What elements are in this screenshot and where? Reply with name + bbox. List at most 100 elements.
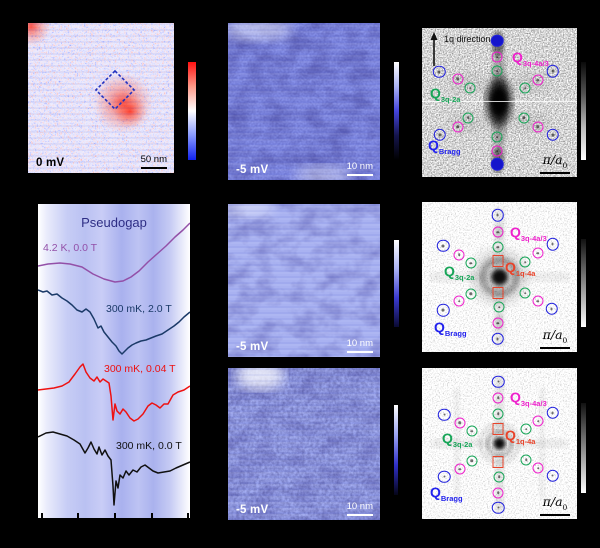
q-marker-blue-ring: [491, 208, 504, 222]
q-marker-green-ring: [492, 241, 504, 253]
q-marker-magenta-ring: [453, 249, 465, 261]
bias-label-b: -5 mV: [236, 164, 269, 176]
up-arrow-icon: [430, 32, 438, 66]
panel-g-conductance-map: -5 mV 10 nm: [228, 368, 380, 520]
q-marker-green-ring: [466, 455, 478, 467]
q-marker-magenta-ring: [492, 487, 504, 499]
panel-b-conductance-map: -5 mV 10 nm: [228, 23, 380, 180]
q-marker-magenta-ring: [454, 417, 466, 429]
q-marker-green-ring: [466, 425, 478, 437]
corner-blob: [28, 23, 51, 46]
q-marker-green-ring: [492, 408, 504, 420]
q-1q-4a-label: Q1q-4a: [505, 427, 536, 447]
q-marker-magenta-ring: [491, 145, 503, 157]
q-marker-red-square: [492, 423, 504, 436]
bias-label-g: -5 mV: [236, 504, 269, 516]
spectra-gradient-background: [38, 204, 190, 518]
center-scanline: [422, 101, 577, 102]
q-marker-magenta-ring: [453, 295, 465, 307]
curve-label-300mK-0T: 300 mK, 0.0 T: [116, 440, 182, 452]
q-marker-magenta-ring: [492, 392, 504, 404]
q-marker-blue-ring: [545, 302, 558, 316]
panel-h-fft: Q3q-4a/3 Q1q-4a Q3q-2a QBragg π/a0: [422, 368, 577, 519]
q-marker-magenta-ring: [491, 51, 503, 63]
scalebar-g-line: [346, 514, 373, 516]
spectrum-curve-0: [38, 222, 190, 283]
pi-over-a0-scale: π/a0: [540, 493, 570, 516]
curve-label-300mK-2T: 300 mK, 2.0 T: [106, 303, 172, 315]
q-3q-2a-label: Q3q-2a: [430, 85, 461, 105]
q-bragg-label: QBragg: [434, 319, 467, 339]
q-marker-layer-h: [422, 368, 577, 519]
q-marker-magenta-ring: [452, 121, 464, 133]
q-marker-blue-ring: [436, 303, 450, 317]
q-marker-magenta-ring: [532, 74, 544, 86]
scalebar-g: 10 nm: [347, 502, 373, 516]
q-marker-green-ring: [519, 82, 531, 94]
bias-label-a: 0 mV: [36, 157, 65, 169]
q-marker-blue-ring: [492, 375, 505, 388]
scalebar-e: 10 nm: [347, 339, 373, 353]
q-marker-green-ring: [493, 471, 505, 483]
q-marker-magenta-ring: [532, 462, 544, 474]
q-marker-green-ring: [465, 288, 477, 300]
q-marker-red-square: [492, 455, 504, 468]
q-marker-blue-ring: [432, 65, 446, 79]
q-marker-magenta-ring: [532, 247, 544, 259]
q-marker-magenta-ring: [532, 415, 544, 427]
scalebar-a-label: 50 nm: [140, 154, 167, 166]
pi-scale-line: [540, 172, 570, 174]
panel-c-fft: 1q direction Q3q-4a/3 Q3q-2a QBragg π/a0: [422, 28, 577, 177]
q-marker-green-ring: [519, 287, 531, 299]
q-marker-blue-ring: [436, 239, 450, 253]
q-marker-magenta-ring: [492, 226, 504, 238]
panel-f-fft: Q3q-4a/3 Q1q-4a Q3q-2a QBragg π/a0: [422, 202, 577, 352]
conductance-image-g: [228, 368, 380, 520]
bias-label-e: -5 mV: [236, 341, 269, 353]
pseudogap-title: Pseudogap: [81, 215, 147, 230]
panel-d-spectra: Pseudogap 4.2 K, 0.0 T 300 mK, 2.0 T 300…: [38, 204, 190, 518]
q-marker-green-ring: [519, 256, 531, 268]
colorbar-grayscale-f: [581, 239, 586, 327]
q-marker-red-square: [492, 254, 504, 267]
colorbar-grayscale-c: [581, 62, 586, 160]
q-3q-4a3-label: Q3q-4a/3: [510, 224, 547, 244]
q-marker-layer-c: [422, 28, 577, 177]
q-marker-green-ring: [520, 423, 532, 435]
scalebar-b-line: [346, 174, 373, 176]
q-marker-blue-ring: [546, 469, 559, 482]
spectrum-curve-2: [38, 363, 190, 422]
q-marker-blue-ring: [433, 128, 447, 142]
colorbar-blue-g: [394, 405, 398, 495]
q-marker-blue-disc: [490, 157, 504, 171]
panel-a-topograph: 0 mV 50 nm: [28, 23, 174, 173]
scalebar-b-label: 10 nm: [346, 161, 373, 173]
curve-label-4p2K: 4.2 K, 0.0 T: [43, 242, 98, 254]
conductance-image-b: [228, 23, 380, 180]
q-marker-green-ring: [464, 82, 476, 94]
q-bragg-label: QBragg: [430, 484, 463, 504]
scalebar-g-label: 10 nm: [346, 501, 373, 513]
q-marker-green-ring: [518, 112, 530, 124]
scalebar-b: 10 nm: [347, 162, 373, 176]
bright-patch: [236, 368, 284, 390]
pi-over-a0-scale: π/a0: [540, 151, 570, 174]
q-1q-4a-label: Q1q-4a: [505, 259, 536, 279]
q-marker-blue-ring: [546, 406, 559, 420]
q-marker-magenta-ring: [452, 73, 464, 85]
scalebar-a: 50 nm: [141, 155, 167, 169]
q-marker-green-ring: [493, 301, 505, 313]
q-marker-green-ring: [491, 131, 503, 143]
spectrum-curve-1: [38, 289, 190, 355]
q-3q-2a-label: Q3q-2a: [444, 263, 475, 283]
pi-over-a0-scale: π/a0: [540, 326, 570, 349]
q-marker-magenta-ring: [492, 317, 504, 329]
q-marker-blue-ring: [438, 470, 451, 483]
colorbar-red-white-blue: [188, 62, 196, 160]
q-bragg-label: QBragg: [428, 137, 461, 157]
q-marker-magenta-ring: [532, 295, 544, 307]
q-marker-blue-ring: [491, 332, 504, 346]
one-q-direction-label: 1q direction: [444, 34, 491, 44]
pi-scale-line: [540, 514, 570, 516]
